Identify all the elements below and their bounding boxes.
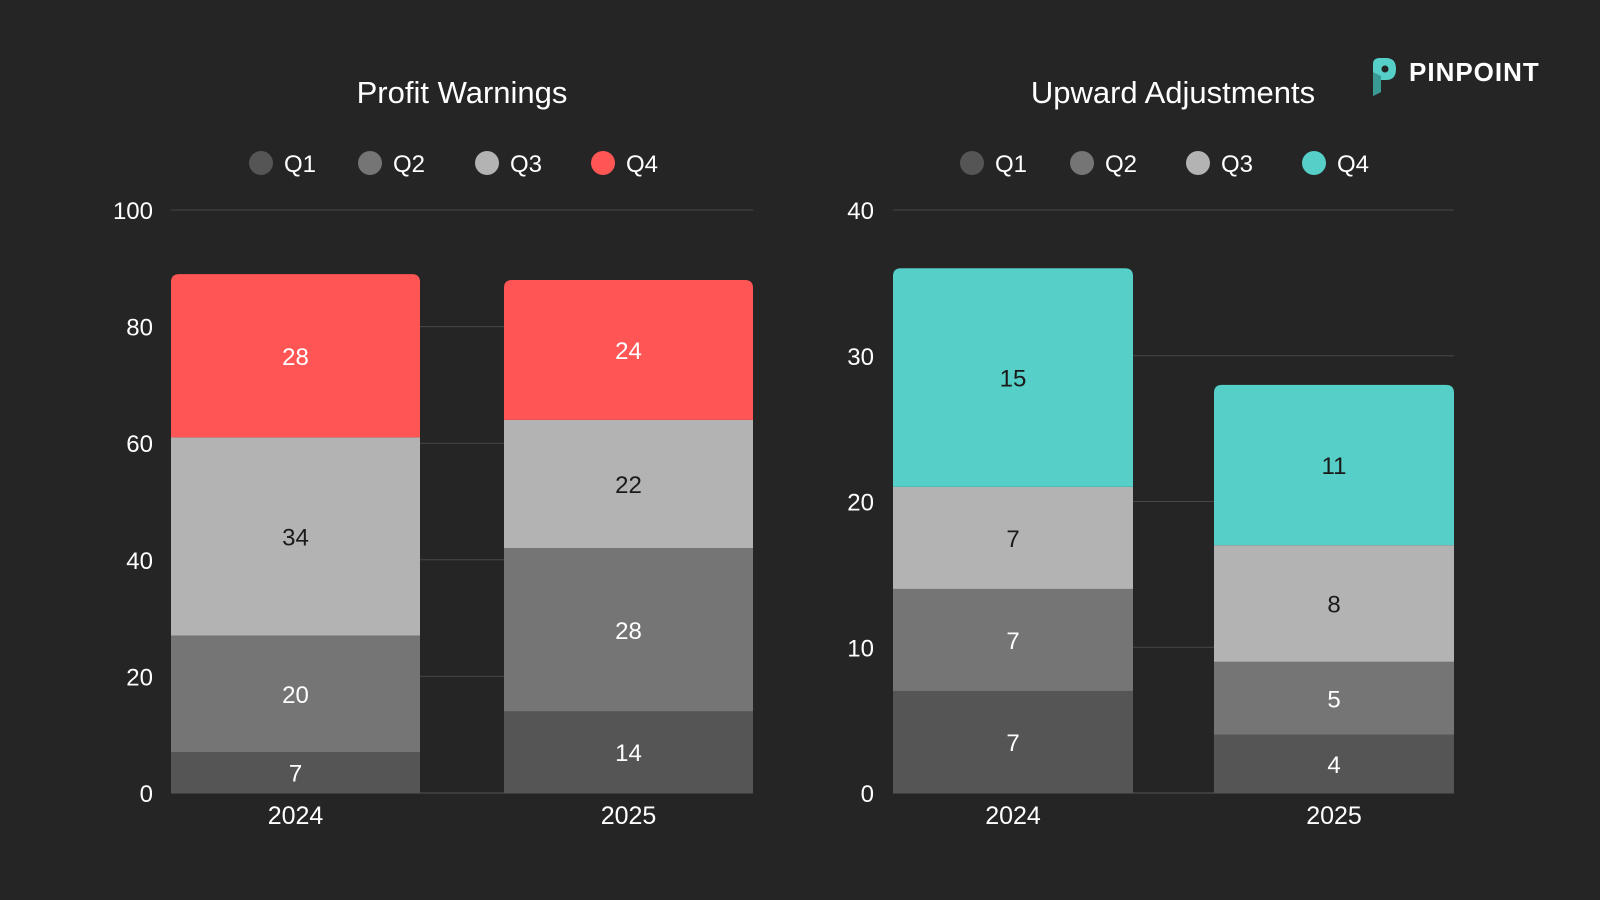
data-label: 4 xyxy=(1327,752,1340,779)
legend-label-q2: Q2 xyxy=(393,151,425,178)
chart-0: Profit Warnings Q1 Q2 Q3 Q4 0 20 40 60 80 100 7 20 34… xyxy=(113,75,753,830)
x-tick-label: 2025 xyxy=(1306,802,1362,830)
y-tick-label: 0 xyxy=(861,781,874,808)
legend-marker-q3 xyxy=(475,151,499,175)
y-tick-label: 20 xyxy=(126,664,153,691)
y-tick-label: 30 xyxy=(847,344,874,371)
brand-name: PINPOINT xyxy=(1409,57,1540,87)
bar-segment-2025-q1 xyxy=(504,711,753,793)
data-label: 8 xyxy=(1327,592,1340,619)
y-tick-label: 20 xyxy=(847,490,874,517)
chart-1: Upward Adjustments Q1 Q2 Q3 Q4 0 10 20 30 40 7 7 7 15… xyxy=(847,75,1454,830)
bar-segment-2024-q4 xyxy=(171,274,420,438)
data-label: 7 xyxy=(1006,730,1019,757)
bar-segment-2025-q2 xyxy=(504,548,753,712)
data-label: 7 xyxy=(289,761,302,788)
bar-segment-2025-q4 xyxy=(504,279,753,420)
data-label: 7 xyxy=(1006,526,1019,553)
data-label: 14 xyxy=(615,740,642,767)
legend-label-q4: Q4 xyxy=(1337,151,1369,178)
legend-label-q3: Q3 xyxy=(1221,151,1253,178)
y-tick-label: 100 xyxy=(113,198,153,225)
legend-label-q2: Q2 xyxy=(1105,151,1137,178)
legend-marker-q1 xyxy=(249,151,273,175)
data-label: 20 xyxy=(282,682,309,709)
bar-segment-2024-q1 xyxy=(171,752,420,793)
data-label: 34 xyxy=(282,524,309,551)
pinpoint-logo: PINPOINT xyxy=(1373,57,1540,96)
bar-segment-2024-q3 xyxy=(171,437,420,636)
bar-segment-2024-q3 xyxy=(893,486,1133,589)
bar-segment-2024-q2 xyxy=(171,635,420,753)
data-label: 15 xyxy=(1000,366,1027,393)
bar-segment-2025-q1 xyxy=(1214,734,1454,793)
data-label: 28 xyxy=(282,344,309,371)
legend-marker-q2 xyxy=(358,151,382,175)
data-label: 5 xyxy=(1327,686,1340,713)
bar-segment-2024-q2 xyxy=(893,588,1133,691)
y-tick-label: 40 xyxy=(847,198,874,225)
bar-segment-2024-q4 xyxy=(893,268,1133,487)
legend-label-q1: Q1 xyxy=(284,151,316,178)
data-label: 11 xyxy=(1322,453,1347,480)
data-label: 22 xyxy=(615,472,642,499)
bar-segment-2025-q2 xyxy=(1214,661,1454,735)
bar-segment-2025-q3 xyxy=(1214,545,1454,662)
legend-marker-q3 xyxy=(1186,151,1210,175)
y-tick-label: 10 xyxy=(847,635,874,662)
x-tick-label: 2024 xyxy=(985,802,1041,830)
y-tick-label: 0 xyxy=(140,781,153,808)
chart-title: Upward Adjustments xyxy=(1031,75,1315,110)
bar-segment-2024-q1 xyxy=(893,690,1133,793)
data-label: 7 xyxy=(1006,628,1019,655)
chart-title: Profit Warnings xyxy=(357,75,568,110)
x-tick-label: 2024 xyxy=(268,802,324,830)
legend-marker-q4 xyxy=(1302,151,1326,175)
data-label: 24 xyxy=(615,338,642,365)
pinpoint-p-icon xyxy=(1373,58,1396,96)
x-tick-label: 2025 xyxy=(601,802,657,830)
y-tick-label: 40 xyxy=(126,548,153,575)
legend-marker-q2 xyxy=(1070,151,1094,175)
bar-segment-2025-q4 xyxy=(1214,384,1454,546)
legend-label-q1: Q1 xyxy=(995,151,1027,178)
legend-label-q3: Q3 xyxy=(510,151,542,178)
y-tick-label: 80 xyxy=(126,315,153,342)
legend-marker-q1 xyxy=(960,151,984,175)
y-tick-label: 60 xyxy=(126,431,153,458)
legend-marker-q4 xyxy=(591,151,615,175)
data-label: 28 xyxy=(615,618,642,645)
bar-segment-2025-q3 xyxy=(504,419,753,549)
legend-label-q4: Q4 xyxy=(626,151,658,178)
